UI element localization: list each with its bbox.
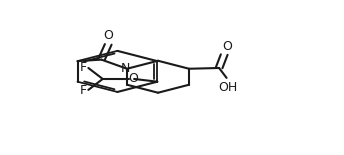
Text: OH: OH [219,81,238,94]
Text: O: O [222,40,232,53]
Text: F: F [80,61,87,74]
Text: O: O [103,29,113,42]
Text: N: N [120,62,130,75]
Text: F: F [80,84,87,97]
Text: O: O [128,72,138,85]
